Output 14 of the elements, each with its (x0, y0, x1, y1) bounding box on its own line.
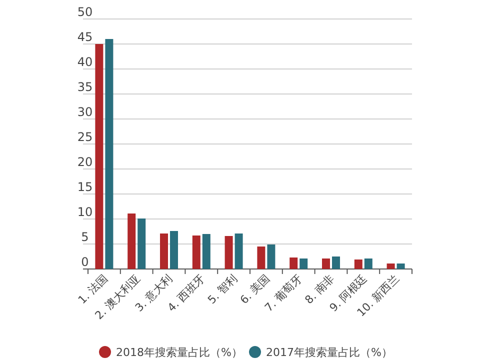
y-tick-label: 35 (77, 80, 93, 94)
y-tick-label: 25 (77, 130, 93, 144)
legend-label: 2017年搜索量占比（%） (266, 346, 392, 359)
y-tick-label: 40 (77, 55, 93, 69)
y-tick-label: 15 (77, 180, 93, 194)
y-tick-label: 45 (77, 30, 93, 44)
x-tick-label: 5. 智利 (205, 272, 240, 307)
y-tick-label: 20 (77, 155, 93, 169)
y-tick-label: 0 (81, 255, 89, 269)
y-tick-label: 50 (77, 5, 93, 19)
y-tick-label: 30 (77, 105, 93, 119)
legend-label: 2018年搜索量占比（%） (116, 346, 242, 359)
y-tick-label: 5 (81, 230, 89, 244)
y-tick-label: 10 (77, 205, 93, 219)
